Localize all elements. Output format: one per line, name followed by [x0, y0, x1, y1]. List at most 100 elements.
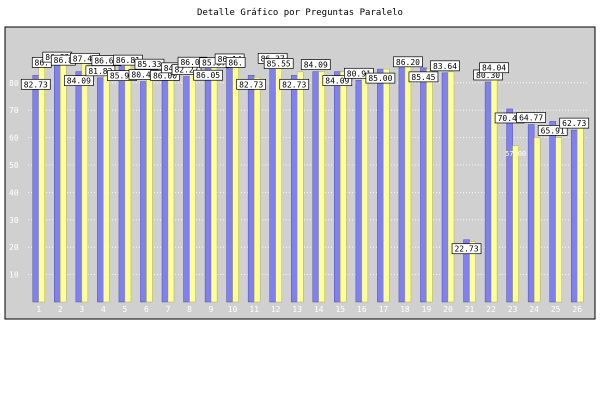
x-tick-label: 24: [529, 305, 539, 314]
data-label-series-2: 85.33: [137, 60, 161, 69]
bar-series-2: [534, 138, 540, 302]
bar-series-2: [82, 62, 88, 302]
data-label-series-1: 86.05: [196, 71, 220, 80]
bar-series-1: [205, 66, 211, 302]
bar-series-1: [377, 69, 383, 302]
y-tick-label: 40: [9, 188, 19, 197]
data-label-series-1: 83.64: [433, 62, 457, 71]
bar-series-2: [60, 64, 66, 302]
x-tick-label: 25: [551, 305, 561, 314]
x-tick-label: 12: [271, 305, 281, 314]
x-tick-label: 1: [36, 305, 41, 314]
x-tick-label: 20: [443, 305, 453, 314]
bar-series-1: [291, 75, 297, 302]
data-label-series-2: 86.20: [396, 58, 420, 67]
data-label-series-1: 85.00: [368, 74, 392, 83]
bar-series-1: [571, 130, 577, 302]
x-tick-label: 11: [249, 305, 259, 314]
bar-series-1: [442, 73, 448, 302]
bar-series-1: [485, 82, 491, 302]
bar-series-2: [146, 68, 152, 302]
bar-series-2: [491, 72, 497, 302]
bar-series-2: [168, 72, 174, 302]
bar-series-1: [97, 78, 103, 302]
bar-series-1: [313, 72, 319, 302]
bar-series-2: [383, 69, 389, 302]
bar-series-1: [184, 77, 190, 302]
data-label-series-2: 85.55: [267, 60, 291, 69]
bar-series-1: [334, 72, 340, 302]
x-tick-label: 14: [314, 305, 324, 314]
bar-series-2: [211, 67, 217, 302]
bar-series-1: [507, 109, 513, 302]
bar-series-1: [119, 67, 125, 302]
x-tick-label: 16: [357, 305, 367, 314]
x-tick-label: 13: [292, 305, 302, 314]
bar-series-1: [140, 82, 146, 302]
data-label-series-2: 57.00: [505, 150, 526, 158]
bar-series-2: [125, 64, 131, 302]
y-tick-label: 70: [9, 106, 19, 115]
y-tick-label: 10: [9, 271, 19, 280]
data-label-series-1: 22.73: [454, 245, 478, 254]
bar-series-2: [513, 146, 519, 302]
bar-series-2: [39, 66, 45, 302]
bar-series-2: [103, 65, 109, 302]
bar-series-2: [426, 69, 432, 302]
x-tick-label: 8: [187, 305, 192, 314]
x-tick-label: 19: [422, 305, 432, 314]
bar-series-1: [528, 125, 534, 302]
data-label-series-1: 64.77: [519, 114, 543, 123]
data-label-series-1: 82.73: [239, 80, 263, 89]
bar-series-2: [448, 72, 454, 302]
bar-series-2: [340, 72, 346, 302]
x-tick-label: 26: [572, 305, 582, 314]
bar-series-2: [254, 77, 260, 302]
bar-series-1: [162, 66, 168, 302]
bar-series-1: [76, 72, 82, 302]
y-tick-label: 60: [9, 134, 19, 143]
y-tick-label: 50: [9, 161, 19, 170]
bar-series-1: [248, 75, 254, 302]
bar-series-2: [276, 68, 282, 302]
bar-series-1: [33, 75, 39, 302]
bar-series-2: [297, 72, 303, 302]
x-tick-label: 2: [58, 305, 63, 314]
x-tick-label: 5: [123, 305, 128, 314]
bar-series-1: [227, 66, 233, 302]
bar-series-1: [54, 64, 60, 302]
bar-series-2: [233, 66, 239, 302]
bar-series-1: [550, 121, 556, 302]
y-tick-label: 30: [9, 216, 19, 225]
x-tick-label: 15: [335, 305, 345, 314]
data-label-series-2: 86.: [228, 58, 242, 67]
data-label-series-1: 84.09: [67, 77, 91, 86]
x-tick-label: 21: [465, 305, 475, 314]
bar-series-1: [270, 65, 276, 302]
data-label-series-2: 84.04: [482, 64, 506, 73]
data-label-series-1: 62.73: [562, 119, 586, 128]
x-tick-label: 6: [144, 305, 149, 314]
data-label-series-1: 84.09: [304, 61, 328, 70]
data-label-series-1: 82.73: [24, 80, 48, 89]
bar-series-2: [319, 72, 325, 302]
bar-series-2: [362, 75, 368, 302]
x-tick-label: 9: [209, 305, 214, 314]
bar-series-2: [190, 66, 196, 302]
x-tick-label: 18: [400, 305, 410, 314]
bar-series-2: [556, 138, 562, 302]
x-tick-label: 23: [508, 305, 518, 314]
bar-series-1: [399, 66, 405, 302]
x-tick-label: 22: [486, 305, 496, 314]
bar-series-2: [405, 66, 411, 302]
x-tick-label: 17: [379, 305, 389, 314]
data-label-series-1: 82.73: [282, 80, 306, 89]
x-tick-label: 3: [79, 305, 84, 314]
y-tick-label: 20: [9, 243, 19, 252]
y-tick-label: 80: [9, 79, 19, 88]
bar-series-2: [577, 124, 583, 302]
data-label-series-1: 85.45: [411, 73, 435, 82]
x-tick-label: 7: [166, 305, 171, 314]
x-tick-label: 4: [101, 305, 106, 314]
bar-chart: 82.7386.86.8286.884.0987.4781.8286.6585.…: [0, 0, 600, 400]
